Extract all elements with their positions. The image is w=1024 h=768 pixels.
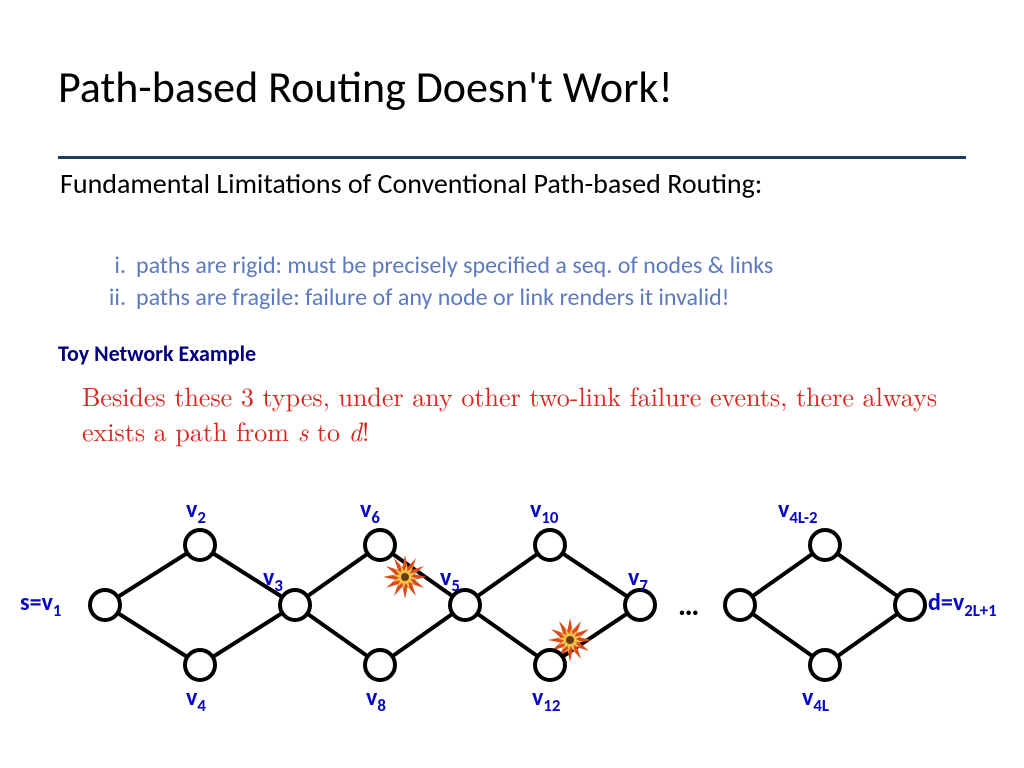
label-v7: v7 (628, 563, 648, 596)
node (725, 590, 755, 620)
limitation-numeral-1: i. (90, 250, 136, 282)
note-end: ! (362, 412, 369, 449)
node (810, 530, 840, 560)
node (280, 590, 310, 620)
label-v2: v2 (186, 495, 206, 528)
node (535, 650, 565, 680)
limitations-list: i. paths are rigid: must be precisely sp… (90, 250, 773, 315)
node (185, 530, 215, 560)
limitation-text-1: paths are rigid: must be precisely speci… (136, 250, 773, 282)
ellipsis: … (678, 587, 699, 624)
label-d-v2l1: d=v2L+1 (928, 588, 997, 621)
network-diagram: … s=v1 v2 v3 v4 v6 v8 v5 v10 v12 v7 (0, 475, 1024, 735)
slide-title: Path-based Routing Doesn't Work! (58, 60, 673, 114)
node (535, 530, 565, 560)
note-var-d: d (349, 412, 362, 449)
label-v4l-2: v4L-2 (778, 495, 818, 528)
label-v4: v4 (186, 683, 206, 716)
note-var-s: s (298, 412, 309, 449)
network-svg (0, 475, 1024, 735)
limitation-text-2: paths are fragile: failure of any node o… (136, 282, 730, 314)
node (365, 530, 395, 560)
node (365, 650, 395, 680)
label-v10: v10 (530, 495, 558, 528)
node (90, 590, 120, 620)
label-s-v1: s=v1 (20, 588, 61, 621)
label-v12: v12 (532, 683, 560, 716)
note-part1: Besides these 3 types, under any other t… (82, 377, 937, 449)
limitation-numeral-2: ii. (90, 282, 136, 314)
serif-note: Besides these 3 types, under any other t… (82, 378, 962, 448)
label-v5: v5 (440, 563, 460, 596)
label-v6: v6 (360, 495, 380, 528)
title-rule (58, 156, 966, 159)
node (185, 650, 215, 680)
note-mid: to (308, 412, 348, 449)
node (895, 590, 925, 620)
example-heading: Toy Network Example (58, 340, 256, 367)
label-v4l: v4L (802, 683, 829, 716)
explosion-icon (383, 555, 427, 599)
subtitle: Fundamental Limitations of Conventional … (60, 166, 762, 201)
label-v3: v3 (263, 563, 283, 596)
node (810, 650, 840, 680)
label-v8: v8 (366, 683, 386, 716)
